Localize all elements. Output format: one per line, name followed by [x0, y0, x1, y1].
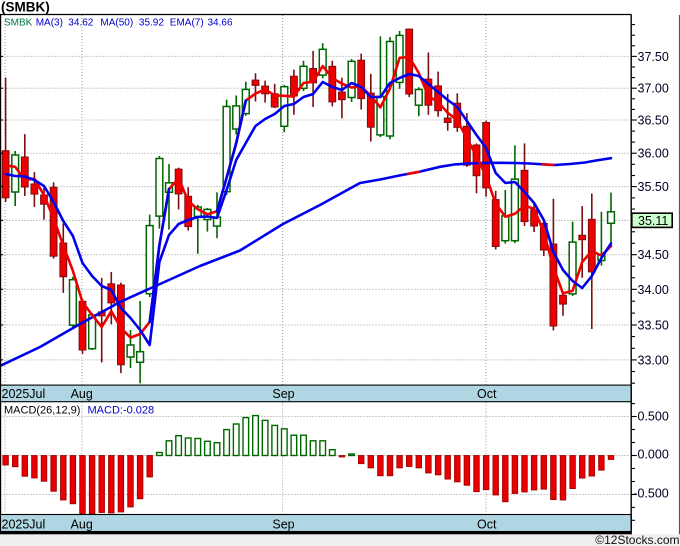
svg-text:MACD(26,12,9): MACD(26,12,9)	[4, 404, 80, 416]
svg-text:©12Stocks.com: ©12Stocks.com	[595, 533, 679, 546]
svg-text:Sep: Sep	[272, 517, 294, 531]
svg-text:0.500: 0.500	[638, 410, 669, 424]
svg-text:0.000: 0.000	[638, 448, 669, 462]
svg-text:Aug: Aug	[71, 517, 93, 531]
svg-text:33.00: 33.00	[638, 353, 669, 367]
svg-text:Oct: Oct	[477, 387, 497, 401]
svg-text:MA(3): MA(3)	[36, 18, 63, 29]
svg-text:MACD:-0.028: MACD:-0.028	[88, 404, 155, 416]
svg-text:EMA(7): EMA(7)	[170, 18, 204, 29]
svg-text:37.50: 37.50	[638, 50, 669, 64]
svg-text:2025Jul: 2025Jul	[2, 517, 46, 531]
svg-text:Oct: Oct	[477, 517, 497, 531]
svg-text:37.00: 37.00	[638, 82, 669, 96]
svg-text:33.50: 33.50	[638, 319, 669, 333]
svg-text:36.00: 36.00	[638, 147, 669, 161]
svg-text:34.50: 34.50	[638, 248, 669, 262]
svg-text:34.00: 34.00	[638, 283, 669, 297]
svg-text:Aug: Aug	[71, 387, 93, 401]
svg-text:35.50: 35.50	[638, 180, 669, 194]
svg-text:SMBK: SMBK	[4, 18, 33, 29]
svg-text:34.66: 34.66	[208, 18, 233, 29]
svg-text:34.62: 34.62	[68, 18, 93, 29]
svg-text:35.11: 35.11	[638, 214, 668, 228]
svg-text:MA(50): MA(50)	[100, 18, 133, 29]
svg-text:35.92: 35.92	[139, 18, 164, 29]
svg-text:36.50: 36.50	[638, 114, 669, 128]
svg-text:-0.500: -0.500	[633, 487, 668, 501]
svg-text:Sep: Sep	[272, 387, 294, 401]
svg-text:2025Jul: 2025Jul	[2, 387, 46, 401]
svg-text:(SMBK): (SMBK)	[1, 0, 50, 15]
